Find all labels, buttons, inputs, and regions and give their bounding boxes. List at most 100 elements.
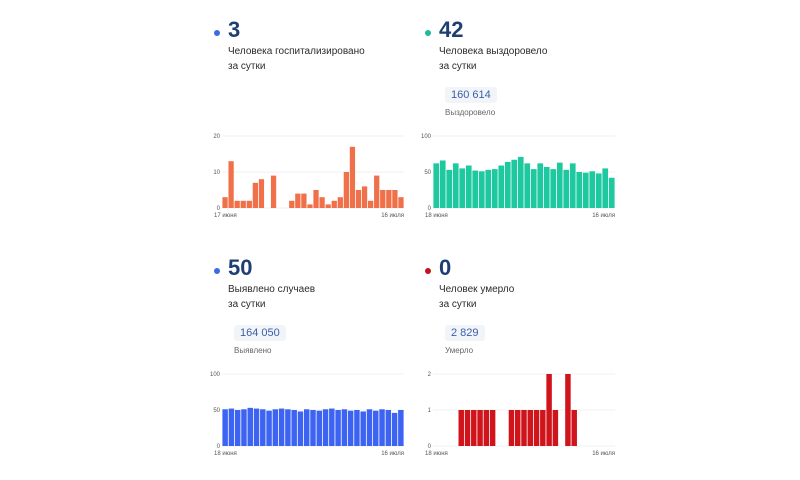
bar [465, 165, 472, 208]
description-line-1: Человек умерло [439, 284, 515, 295]
bar [373, 410, 379, 446]
bar [301, 193, 307, 208]
bar [285, 409, 291, 446]
bar [595, 173, 602, 208]
bar [464, 410, 471, 446]
bar [485, 169, 492, 208]
bar [247, 407, 253, 446]
bar [291, 410, 297, 446]
daily-description: Человек умерло за сутки [439, 282, 629, 312]
x-tick-label-start: 18 июня [425, 451, 448, 457]
bar [341, 409, 348, 446]
total-count: 160 614 [445, 87, 497, 103]
bar [563, 169, 570, 208]
bar [483, 410, 490, 446]
daily-count: 3 [228, 17, 241, 42]
bar [471, 410, 477, 446]
bar [343, 172, 349, 208]
panel-recovered: 42 Человека выздоровело за сутки 160 614… [421, 17, 625, 219]
bar [392, 190, 398, 208]
bar [313, 190, 319, 208]
bar [307, 204, 313, 208]
description-line-2: за сутки [439, 299, 477, 310]
bar [602, 168, 609, 208]
bar [514, 410, 521, 446]
bar [385, 410, 392, 446]
bar [477, 410, 483, 446]
bar [316, 410, 323, 446]
bar [589, 171, 596, 208]
bar-chart-deaths: 0 1 2 18 июня 16 июля [425, 372, 615, 457]
bar [498, 165, 505, 208]
y-tick-label: 10 [213, 170, 220, 176]
bar [289, 200, 295, 208]
panel-header: 0 Человек умерло за сутки [425, 255, 625, 320]
bar [366, 409, 373, 446]
bar [550, 169, 557, 208]
bar [354, 410, 360, 446]
bar [252, 182, 258, 208]
bar [439, 160, 446, 208]
dot-icon [214, 30, 220, 36]
bar [258, 179, 265, 208]
x-tick-label-start: 18 июня [425, 213, 448, 219]
bar [303, 409, 310, 446]
bar [530, 169, 537, 208]
description-line-1: Человека госпитализировано [228, 46, 365, 57]
bar [355, 190, 362, 208]
bar [331, 200, 337, 208]
bar [360, 411, 366, 446]
panel-header: 50 Выявлено случаев за сутки [214, 255, 414, 320]
bar [234, 200, 240, 208]
description-line-1: Выявлено случаев [228, 284, 316, 295]
description-line-1: Человека выздоровело [439, 46, 548, 57]
bar [398, 197, 404, 208]
daily-count: 50 [228, 255, 253, 280]
bar [349, 146, 356, 208]
bar [459, 168, 466, 208]
bar [241, 409, 247, 446]
bar [524, 163, 531, 208]
y-tick-label: 0 [217, 444, 221, 450]
bar [491, 169, 498, 208]
y-tick-label: 20 [213, 134, 220, 140]
bar [452, 163, 459, 208]
daily-description: Человека госпитализировано за сутки [228, 44, 418, 74]
total-count: 2 829 [445, 325, 485, 341]
x-tick-label-start: 18 июня [214, 451, 237, 457]
y-tick-label: 100 [210, 372, 221, 378]
bar-chart-detected: 0 50 100 18 июня 16 июля [210, 372, 404, 457]
bar [508, 410, 515, 446]
bar [458, 410, 464, 446]
bar [569, 163, 576, 208]
bar [234, 410, 241, 446]
total-count: 164 050 [234, 325, 286, 341]
y-tick-label: 2 [428, 372, 432, 378]
bar [537, 163, 544, 208]
bar [266, 410, 272, 446]
bar [527, 410, 534, 446]
y-tick-label: 100 [421, 134, 432, 140]
daily-description: Человека выздоровело за сутки [439, 44, 629, 74]
bar [517, 156, 524, 208]
bar [504, 161, 511, 208]
bar [374, 175, 380, 208]
description-line-2: за сутки [228, 299, 266, 310]
bar [543, 166, 550, 208]
y-tick-label: 0 [428, 444, 432, 450]
bar [386, 190, 392, 208]
bar [533, 410, 540, 446]
bar [379, 409, 385, 446]
bar [576, 172, 583, 208]
bar [228, 161, 234, 208]
bar-chart-recovered: 0 50 100 18 июня 16 июля [421, 134, 615, 219]
daily-count: 42 [439, 17, 464, 42]
bar [295, 193, 301, 208]
bar [260, 409, 266, 446]
bar [322, 409, 329, 446]
dot-icon [425, 268, 431, 274]
bar [511, 159, 518, 208]
bar [278, 408, 285, 446]
x-tick-label-end: 16 июля [592, 451, 615, 457]
